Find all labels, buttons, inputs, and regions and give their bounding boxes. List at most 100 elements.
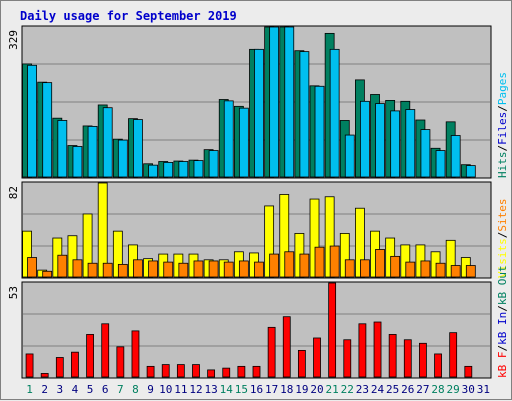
x-tick-label: 31	[477, 383, 490, 396]
bar-sites	[208, 260, 219, 278]
bar-visits	[22, 230, 32, 278]
bar-kb-f	[464, 365, 473, 378]
x-tick-label: 29	[447, 383, 460, 396]
legend-entry: kB Out	[496, 265, 509, 305]
bar-sites	[42, 270, 53, 278]
bar-kb-f	[419, 342, 427, 378]
legend-separator: /	[496, 345, 509, 352]
x-tick-label: 18	[280, 383, 293, 396]
bar-files	[178, 161, 189, 178]
bar-sites	[405, 261, 416, 278]
bar-kb-f	[252, 365, 261, 378]
x-axis-labels: 1 2 3 4 5 6 7 8 9 10 11 12 13 14 15 16 17 18 19 20 21 22 23 24 2…	[26, 383, 490, 396]
x-tick-label: 23	[356, 383, 369, 396]
x-tick-label: 13	[204, 383, 217, 396]
bar-sites	[193, 260, 204, 278]
bar-sites	[178, 262, 189, 278]
bar-sites	[163, 261, 174, 278]
legend-entry: Files	[496, 112, 509, 145]
x-tick-label: 5	[87, 383, 94, 396]
bar-files	[344, 134, 355, 178]
x-tick-label: 16	[250, 383, 263, 396]
bar-sites	[375, 249, 385, 278]
bar-visits	[82, 213, 93, 278]
x-tick-label: 15	[235, 383, 248, 396]
legend-separator: /	[496, 305, 509, 312]
bar-kb-f	[176, 364, 185, 378]
x-tick-label: 4	[72, 383, 79, 396]
bar-files	[193, 160, 204, 178]
bar-kb-f	[207, 369, 216, 378]
bar-sites	[314, 246, 325, 278]
x-tick-label: 19	[295, 383, 308, 396]
legend-entry: kB In	[496, 312, 509, 345]
bar-kb-f	[267, 326, 276, 378]
bar-kb-f	[40, 373, 49, 378]
bar-files	[360, 100, 370, 178]
x-tick-label: 14	[220, 383, 234, 396]
bar-files	[238, 107, 249, 178]
max-label: 53	[7, 286, 20, 299]
bar-kb-f	[449, 332, 458, 378]
bar-sites	[465, 265, 476, 278]
bar-sites	[102, 262, 113, 278]
bar-files	[223, 100, 234, 178]
bar-kb-f	[192, 364, 200, 378]
x-tick-label: 10	[159, 383, 172, 396]
bar-files	[299, 51, 310, 178]
bar-kb-f	[297, 349, 306, 378]
bar-kb-f	[146, 365, 155, 378]
bar-kb-f	[282, 316, 291, 378]
bar-files	[57, 120, 68, 178]
x-tick-label: 21	[326, 383, 339, 396]
x-tick-label: 7	[117, 383, 124, 396]
bar-kb-f	[313, 337, 321, 378]
x-tick-label: 2	[41, 383, 48, 396]
bar-files	[27, 64, 37, 178]
legend-entry: Sites	[496, 199, 509, 232]
x-tick-label: 30	[462, 383, 475, 396]
bar-sites	[360, 259, 370, 278]
panel-kb: 53 kB F/kB In/kB Out	[7, 265, 509, 379]
bar-files	[117, 139, 128, 178]
max-label: 82	[7, 186, 20, 199]
bar-sites	[450, 265, 461, 278]
legend-entry: Visits	[496, 238, 509, 278]
x-tick-label: 28	[431, 383, 444, 396]
bar-sites	[420, 260, 431, 278]
bar-sites	[254, 261, 264, 278]
bar-sites	[27, 257, 37, 278]
legend-separator: /	[496, 105, 509, 112]
bar-kb-f	[101, 323, 110, 378]
x-tick-label: 17	[265, 383, 278, 396]
bar-files	[163, 162, 174, 178]
bar-visits	[324, 196, 335, 278]
bar-sites	[269, 253, 280, 278]
x-tick-label: 20	[310, 383, 323, 396]
bar-sites	[435, 262, 446, 278]
bar-kb-f	[71, 351, 79, 378]
panel-legend: kB F/kB In/kB Out	[496, 265, 509, 378]
chart-title: Daily usage for September 2019	[20, 9, 237, 23]
bar-files	[450, 135, 461, 178]
bar-sites	[329, 245, 340, 278]
bar-kb-f	[131, 330, 140, 378]
x-tick-label: 12	[189, 383, 202, 396]
bar-files	[390, 110, 401, 178]
bar-files	[465, 165, 476, 178]
bar-sites	[148, 260, 158, 278]
bar-visits	[309, 198, 320, 278]
x-tick-label: 27	[416, 383, 429, 396]
bar-kb-f	[237, 365, 246, 378]
bar-sites	[133, 259, 143, 278]
max-label: 329	[7, 30, 20, 50]
bar-files	[435, 150, 446, 178]
panel-visits-sites: 82 Visits/Sites	[7, 181, 509, 279]
bar-sites	[238, 260, 249, 278]
bar-sites	[87, 262, 98, 278]
bar-files	[420, 129, 431, 178]
bar-files	[148, 164, 158, 178]
legend-entry: Hits	[496, 152, 509, 179]
x-tick-label: 25	[386, 383, 399, 396]
